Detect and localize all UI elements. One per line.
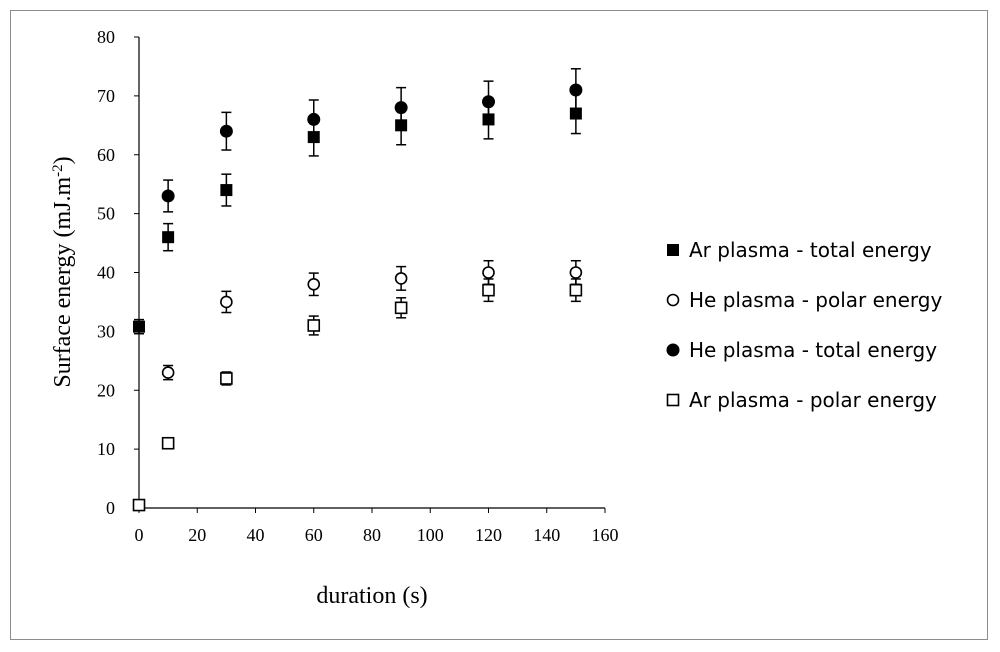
data-point <box>219 124 233 138</box>
x-tick-label: 120 <box>475 525 502 545</box>
data-point <box>394 272 408 285</box>
data-point <box>482 266 495 279</box>
data-point <box>482 95 495 109</box>
data-point <box>133 320 145 333</box>
legend-marker <box>666 343 680 357</box>
data-point <box>569 283 583 297</box>
legend-marker <box>666 293 680 307</box>
legend: Ar plasma - total energy He plasma - pola… <box>666 238 942 412</box>
data-point <box>161 436 175 450</box>
y-axis-title: Surface energy (mJ.m-2) <box>50 156 76 387</box>
data-point <box>162 231 175 244</box>
y-axis-title-close: ) <box>50 156 76 164</box>
error-bars <box>134 68 581 508</box>
legend-label: He plasma - total energy <box>689 338 937 362</box>
y-tick-label: 0 <box>106 498 115 518</box>
data-points <box>132 83 583 512</box>
y-tick-label: 10 <box>97 439 115 459</box>
data-point <box>482 283 495 297</box>
data-point <box>220 184 233 197</box>
data-point <box>482 113 495 126</box>
data-point <box>569 107 582 120</box>
x-tick-label: 160 <box>592 525 619 545</box>
x-tick-label: 80 <box>363 525 381 545</box>
ticks: 0 20 40 60 80 100 120 140 160 0 10 20 30 40 50 60 70 80 <box>97 27 619 545</box>
data-point <box>307 112 321 126</box>
x-tick-label: 60 <box>305 525 323 545</box>
y-tick-label: 30 <box>97 321 115 341</box>
data-point <box>307 131 320 144</box>
legend-item: He plasma - total energy <box>666 338 937 362</box>
data-point <box>161 366 175 379</box>
x-tick-label: 140 <box>533 525 560 545</box>
legend-item: Ar plasma - total energy <box>667 238 932 262</box>
legend-item: Ar plasma - polar energy <box>666 388 937 412</box>
y-tick-label: 20 <box>97 380 115 400</box>
y-axis-title-main: Surface energy (mJ.m <box>50 177 76 388</box>
data-point <box>395 119 408 132</box>
data-point <box>569 83 583 97</box>
y-axis-title-superscript: -2 <box>50 164 66 177</box>
y-tick-label: 40 <box>97 263 115 283</box>
x-tick-label: 20 <box>188 525 206 545</box>
legend-label: Ar plasma - total energy <box>689 238 932 262</box>
data-point <box>569 266 583 279</box>
y-tick-label: 50 <box>97 204 115 224</box>
x-tick-label: 40 <box>247 525 265 545</box>
x-tick-label: 100 <box>417 525 444 545</box>
legend-marker <box>666 393 680 407</box>
data-point <box>161 189 175 203</box>
data-point <box>220 372 233 385</box>
x-tick-label: 0 <box>135 525 144 545</box>
legend-label: He plasma - polar energy <box>689 288 942 312</box>
data-point <box>307 277 321 291</box>
y-tick-label: 60 <box>97 145 115 165</box>
x-axis-title: duration (s) <box>316 583 427 609</box>
legend-item: He plasma - polar energy <box>666 288 942 312</box>
data-point <box>132 498 146 512</box>
axes <box>138 37 605 509</box>
y-tick-label: 80 <box>97 27 115 47</box>
data-point <box>220 295 233 309</box>
data-point <box>394 301 408 315</box>
chart-frame <box>10 10 988 640</box>
y-tick-label: 70 <box>97 86 115 106</box>
data-point <box>307 319 321 332</box>
legend-marker <box>667 244 679 256</box>
data-point <box>394 101 408 115</box>
legend-label: Ar plasma - polar energy <box>689 388 937 412</box>
